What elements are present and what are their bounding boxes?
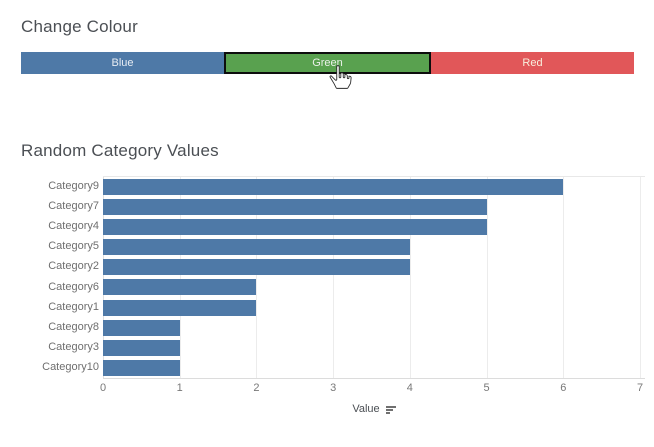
category-label-category10[interactable]: Category10 — [42, 360, 99, 373]
bar-row-category8 — [103, 318, 645, 338]
gridline-3 — [333, 177, 335, 378]
x-axis-label: Value — [352, 403, 380, 415]
x-tick-0: 0 — [99, 382, 107, 394]
bar-category8[interactable] — [103, 319, 180, 336]
gridline-0 — [103, 177, 104, 378]
x-tick-4: 4 — [406, 382, 413, 394]
gridline-7 — [640, 177, 641, 378]
bar-row-category9 — [103, 177, 645, 197]
chart-title: Random Category Values — [21, 141, 219, 160]
x-tick-3: 3 — [330, 382, 337, 394]
sort-descending-icon[interactable] — [385, 405, 396, 414]
bar-row-category6 — [103, 277, 645, 297]
bar-row-category7 — [103, 197, 645, 217]
x-axis-tick-labels: 0 1 2 3 4 5 6 7 — [99, 382, 645, 396]
gridline-2 — [256, 177, 258, 378]
colour-button-strip: Blue Green Red — [21, 52, 634, 74]
category-label-category7[interactable]: Category7 — [48, 200, 99, 213]
bar-category1[interactable] — [103, 299, 257, 316]
colour-button-red[interactable]: Red — [431, 52, 634, 74]
change-colour-title: Change Colour — [21, 17, 138, 36]
gridline-4 — [409, 177, 411, 378]
bar-category4[interactable] — [103, 219, 487, 236]
category-label-category3[interactable]: Category3 — [48, 340, 99, 353]
bar-category5[interactable] — [103, 239, 410, 256]
bar-row-category2 — [103, 257, 645, 277]
bar-row-category3 — [103, 338, 645, 358]
category-label-category6[interactable]: Category6 — [48, 280, 99, 293]
x-tick-5: 5 — [483, 382, 490, 394]
category-label-category4[interactable]: Category4 — [48, 220, 99, 233]
category-label-category8[interactable]: Category8 — [48, 320, 99, 333]
x-tick-6: 6 — [560, 382, 567, 394]
bar-category2[interactable] — [103, 259, 410, 276]
colour-button-green[interactable]: Green — [224, 52, 431, 74]
bar-category6[interactable] — [103, 279, 257, 296]
colour-button-blue[interactable]: Blue — [21, 52, 224, 74]
gridline-5 — [486, 177, 488, 378]
category-label-category5[interactable]: Category5 — [48, 240, 99, 253]
gridline-1 — [179, 177, 181, 378]
category-label-category9[interactable]: Category9 — [48, 180, 99, 193]
bar-category7[interactable] — [103, 199, 487, 216]
category-axis-labels: Category9 Category7 Category4 Category5 Cate… — [12, 176, 99, 377]
bar-category10[interactable] — [103, 359, 180, 376]
x-tick-2: 2 — [253, 382, 260, 394]
bar-row-category1 — [103, 298, 645, 318]
x-tick-7: 7 — [636, 382, 644, 394]
bar-row-category10 — [103, 358, 645, 378]
bar-row-category4 — [103, 217, 645, 237]
bar-row-category5 — [103, 237, 645, 257]
bar-chart-plot-area — [103, 176, 645, 379]
x-axis-label-row: Value — [103, 403, 645, 415]
bar-category3[interactable] — [103, 339, 180, 356]
bar-category9[interactable] — [103, 179, 564, 195]
category-label-category2[interactable]: Category2 — [48, 260, 99, 273]
x-tick-1: 1 — [176, 382, 183, 394]
category-label-category1[interactable]: Category1 — [48, 300, 99, 313]
gridline-6 — [563, 177, 565, 378]
